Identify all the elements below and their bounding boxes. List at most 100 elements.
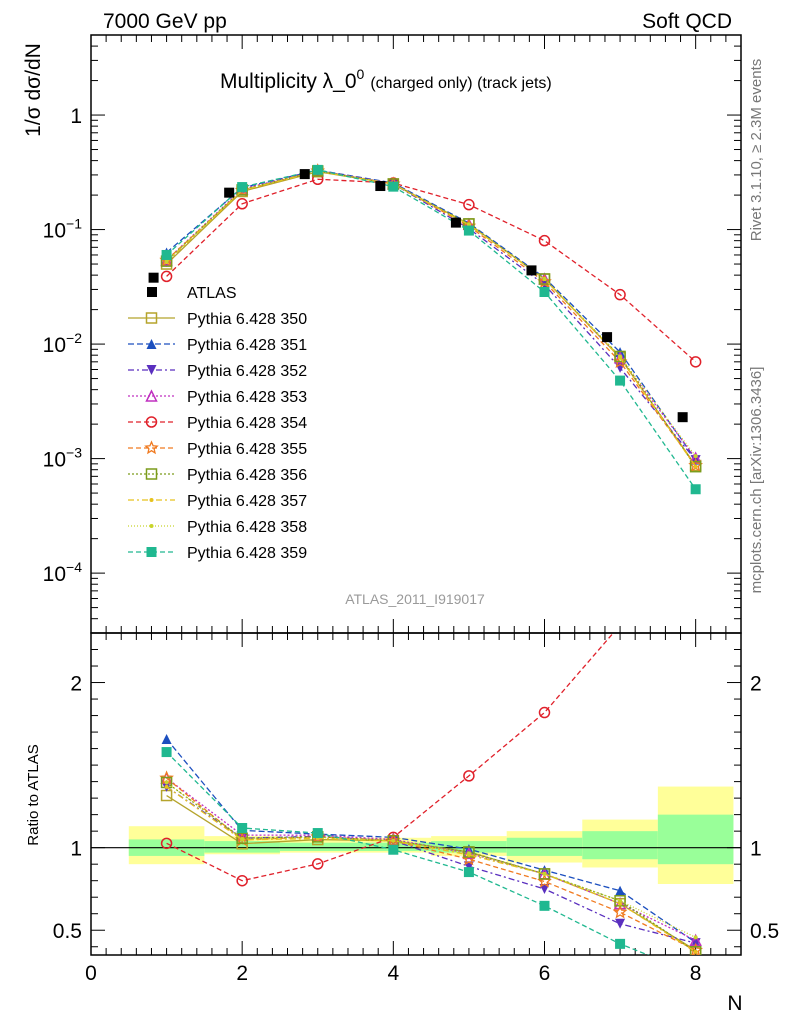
ratio-series-point [612,904,628,919]
ratio-y-tick-label: 1 [70,838,82,861]
legend-label: Pythia 6.428 351 [187,337,307,354]
legend-label: Pythia 6.428 359 [187,545,307,562]
ratio-series-point [615,938,626,949]
header-left: 7000 GeV pp [103,10,227,33]
legend-marker [147,287,157,297]
data-point [375,181,386,192]
ratio-series-point [161,734,172,745]
ratio-series-point [542,871,547,876]
main-series [159,163,704,495]
ratio-series-point [614,895,626,907]
data-point [224,187,235,198]
ratio-series-point [538,706,551,719]
ratio-y-tick-label-right: 2 [750,673,762,696]
x-axis-ticks [90,35,727,955]
y-tick-label: 10−2 [43,330,83,357]
chart-title-main: Multiplicity λ_0 [220,70,357,93]
ratio-series-point [691,505,701,515]
ratio-series-point [463,846,475,858]
ratio-series-point [391,838,396,843]
chart-title-small: (charged only) (track jets) [370,75,551,92]
ratio-series-line [166,751,650,955]
ratio-series-point [615,918,626,929]
x-axis-title: N [727,992,742,1015]
ratio-y-tick-label: 2 [70,673,82,696]
ratio-series-point [160,837,173,850]
chart-title-sup: 0 [357,66,365,82]
ratio-series-line [166,738,697,943]
series-10 [161,164,701,495]
y-tick-label: 10−3 [43,445,83,472]
data-point [677,412,688,423]
y-axis-title: 1/σ dσ/dN [22,43,45,137]
ratio-series-point [618,898,623,903]
series-point [693,454,698,459]
stat-uncertainty-band [582,831,658,860]
legend-marker [146,339,157,349]
legend-marker [144,440,159,455]
ratio-series-line [166,794,696,951]
series-point [614,350,626,363]
y-tick-label: 10−1 [43,216,83,243]
series-point [614,288,626,301]
legend-marker [146,547,157,557]
ratio-series-point [237,823,248,834]
legend: ATLAS Pythia 6.428 350 Pythia 6.428 351 Pyt… [128,285,307,562]
series-point [164,259,169,264]
ratio-series-point [693,935,698,940]
ratio-series-line [166,786,697,953]
ratio-series-point [164,780,169,785]
legend-label: Pythia 6.428 353 [187,389,307,406]
data-point [450,217,461,228]
ratio-series-9 [164,780,698,940]
series-point [463,198,475,211]
series-point [618,354,623,359]
legend-marker [149,498,154,502]
ratio-series-line [166,633,615,882]
ratio-series-point [312,828,323,839]
stat-uncertainty-band [204,841,280,853]
ratio-y-tick-label-right: 0.5 [750,920,779,943]
ratio-series-point [387,832,400,846]
ratio-series-point [240,837,245,842]
ratio-series [159,505,704,955]
ratio-series-point [466,851,471,856]
ratio-y-tick-label-right: 1 [750,838,762,861]
series-point [466,222,471,227]
legend-label: ATLAS [187,285,237,302]
legend-label: Pythia 6.428 350 [187,311,307,328]
ratio-series-point [388,844,399,855]
main-plot-frame [90,34,742,634]
legend-marker [145,416,158,428]
series-point [689,356,702,368]
ratio-series-point [618,901,623,906]
legend-label: Pythia 6.428 352 [187,363,307,380]
series-point [690,484,701,495]
legend-marker [145,389,158,402]
series-line [166,169,697,490]
legend-label: Pythia 6.428 354 [187,415,307,432]
series-point [236,198,248,210]
header-right: Soft QCD [642,10,732,33]
ratio-series-point [236,832,248,844]
data-point [526,265,537,276]
series-point [463,225,474,236]
ratio-series-point [311,858,324,870]
y-tick-label: 10−4 [43,559,83,586]
series-point [689,451,702,464]
ratio-series-point [538,868,551,880]
legend-marker [145,468,158,480]
ratio-series-point [693,949,698,954]
data-series [148,169,688,423]
ratio-y-tick-label: 0.5 [53,920,82,943]
series-point [160,270,173,283]
ratio-plot-frame [90,632,742,956]
data-point [148,272,159,283]
y-axis-ticks [91,34,741,948]
legend-label: Pythia 6.428 355 [187,441,307,458]
ratio-series-point [613,896,627,910]
x-tick-label: 6 [539,962,551,985]
legend-marker [146,365,157,375]
ratio-y-axis-title: Ratio to ATLAS [25,744,42,845]
